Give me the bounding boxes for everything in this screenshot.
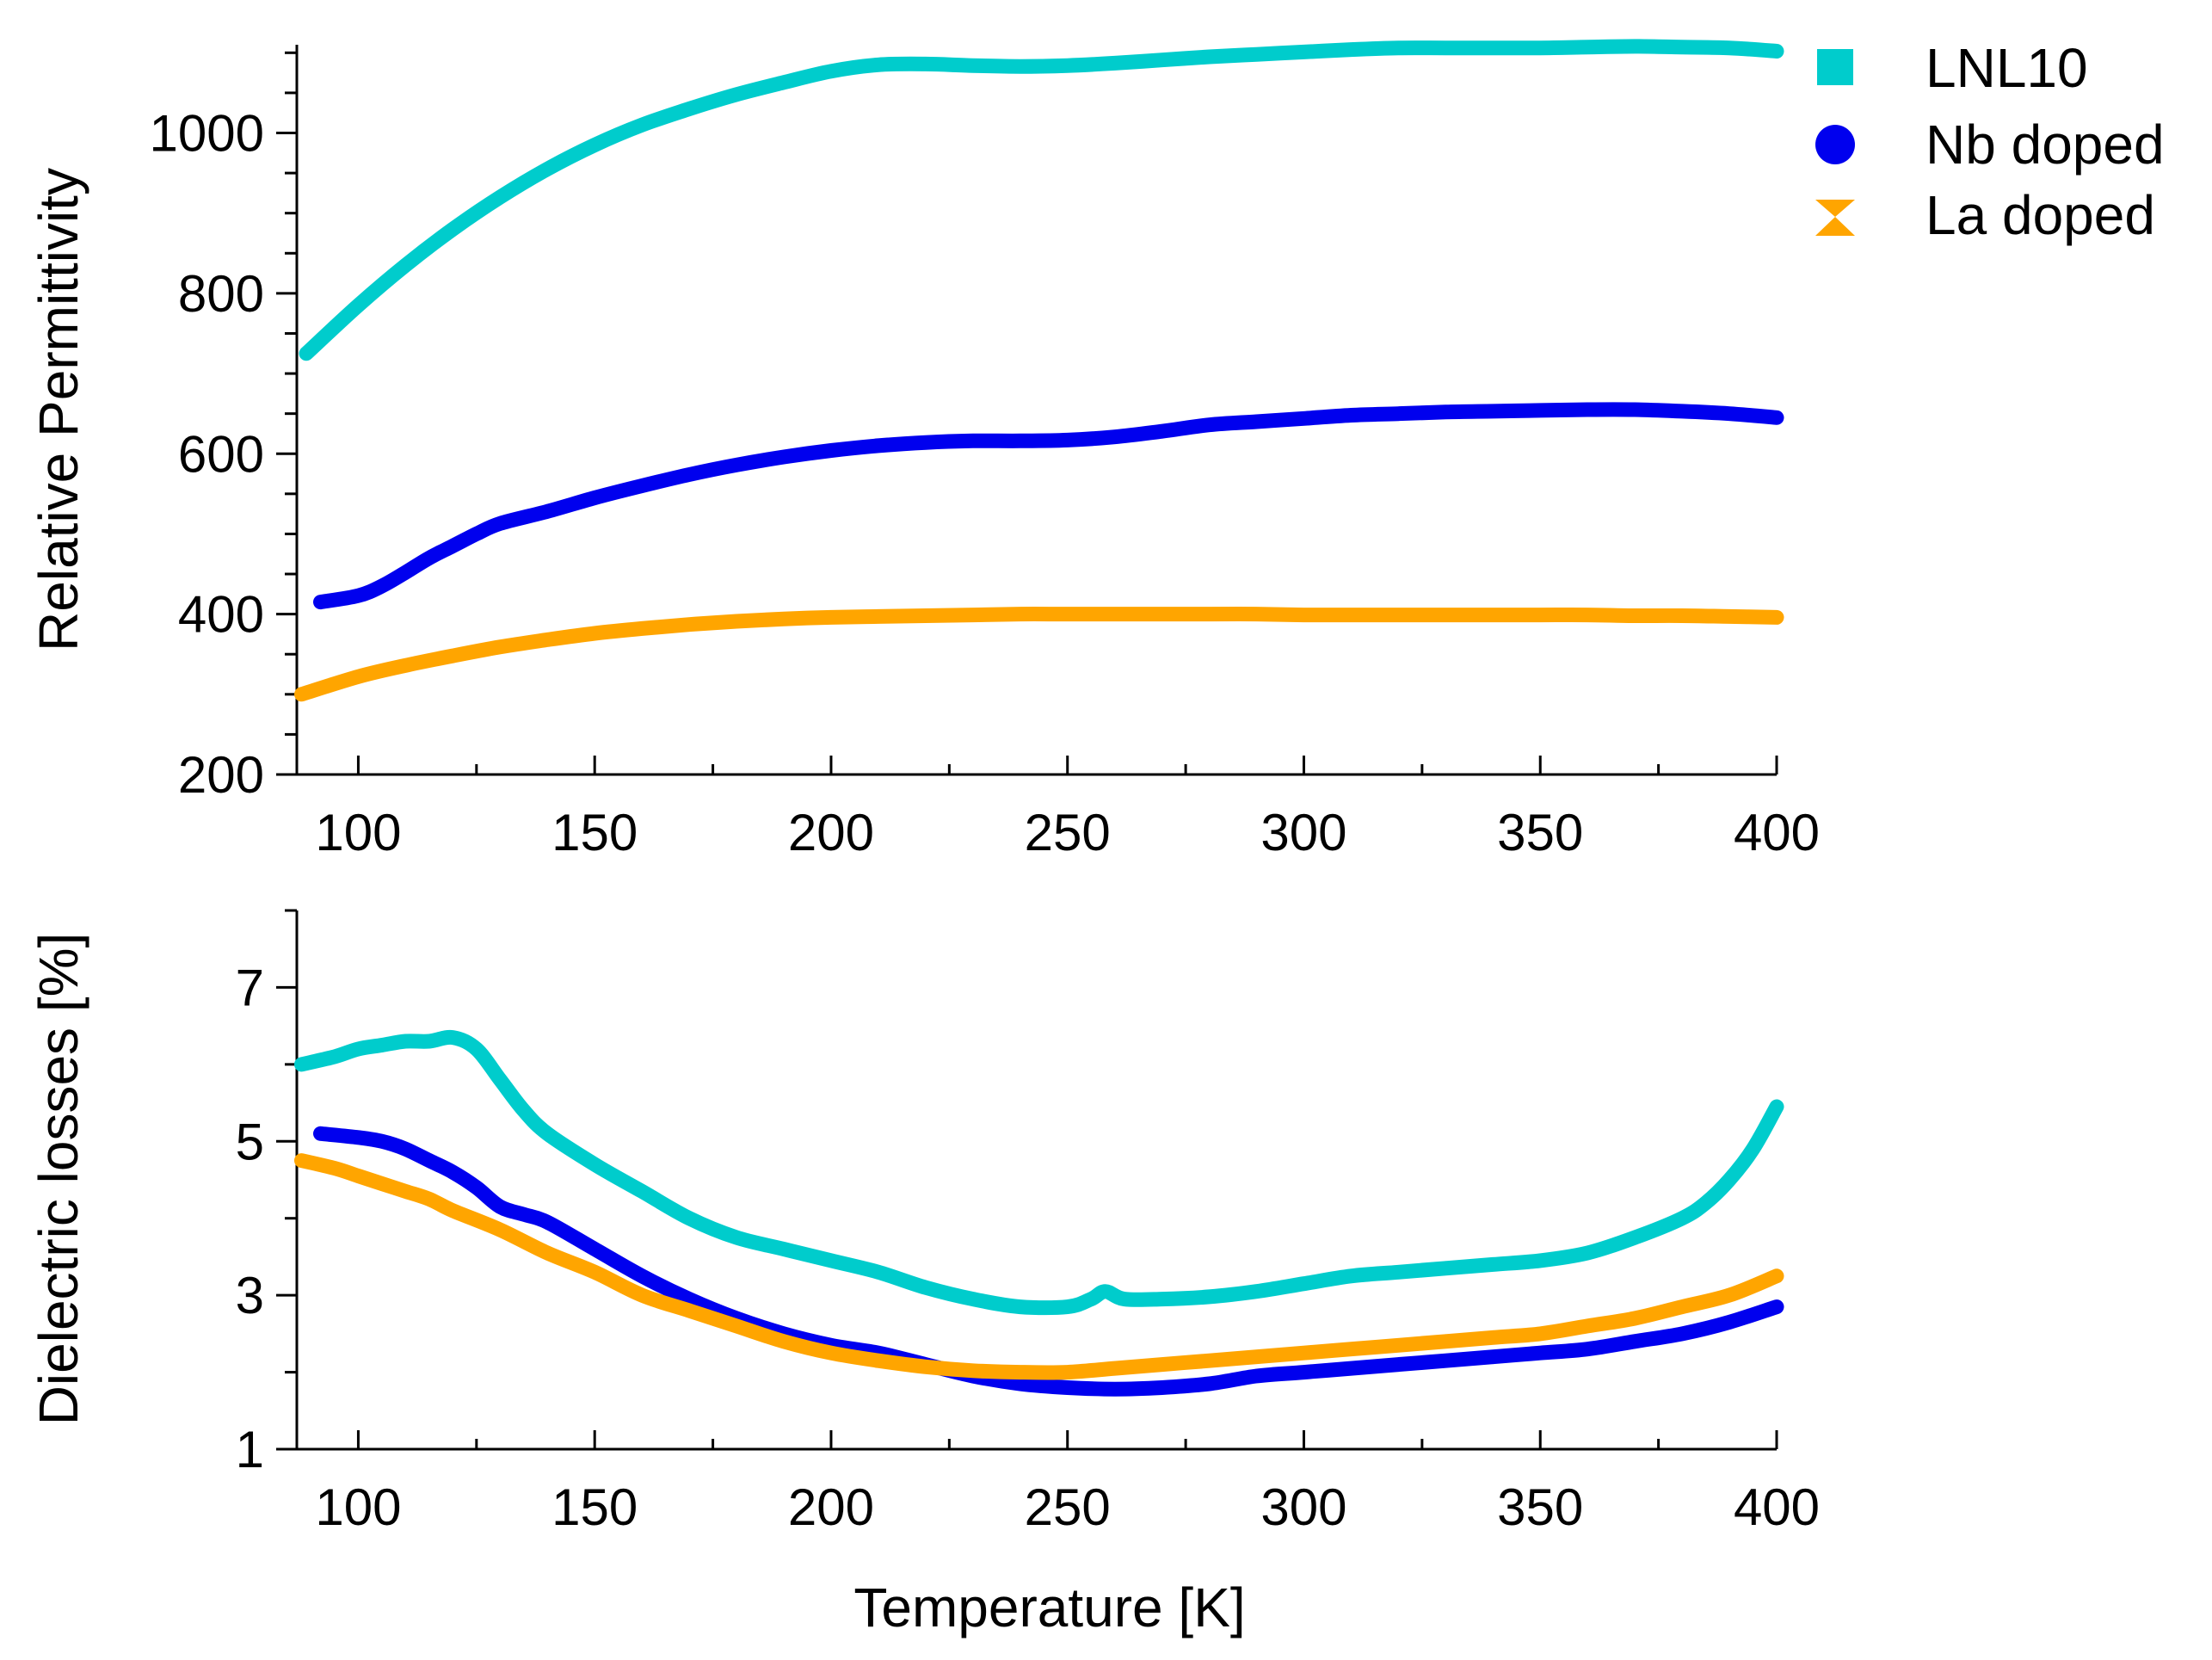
permittivity-series-la-doped [294, 607, 1784, 702]
permittivity-series [294, 39, 1784, 702]
losses-x-tick-label-100: 100 [315, 1478, 401, 1536]
permittivity-y-tick-label-800: 800 [178, 265, 264, 323]
losses-y-tick-label-5: 5 [236, 1113, 264, 1170]
legend: LNL10 Nb doped La doped [1815, 37, 2165, 246]
losses-panel: Dielectric losses [%] Temperature [K] 10… [28, 909, 1820, 1638]
losses-series-la-doped [294, 1153, 1784, 1380]
legend-marker-lnl10 [1817, 49, 1853, 85]
permittivity-y-tick-label-1000: 1000 [150, 105, 264, 163]
losses-x-tick-label-150: 150 [551, 1478, 638, 1536]
losses-series-lnl10 [294, 1029, 1784, 1316]
permittivity-x-tick-label-100: 100 [315, 804, 401, 861]
permittivity-series-nb-doped [313, 402, 1784, 610]
losses-y-tick-label-1: 1 [236, 1421, 264, 1478]
x-axis-title: Temperature [K] [853, 1577, 1245, 1638]
losses-y-axis-title: Dielectric losses [%] [28, 933, 89, 1426]
losses-x-tick-label-350: 350 [1497, 1478, 1583, 1536]
losses-x-tick-label-300: 300 [1260, 1478, 1346, 1536]
permittivity-x-tick-label-150: 150 [551, 804, 638, 861]
losses-x-tick-label-400: 400 [1734, 1478, 1820, 1536]
permittivity-x-tick-label-400: 400 [1734, 804, 1820, 861]
permittivity-y-tick-label-600: 600 [178, 425, 264, 483]
permittivity-x-tick-label-250: 250 [1025, 804, 1111, 861]
permittivity-y-tick-label-200: 200 [178, 746, 264, 804]
legend-marker-nb-doped [1815, 125, 1855, 164]
legend-label-lnl10: LNL10 [1925, 37, 2088, 99]
permittivity-series-lnl10 [299, 39, 1784, 361]
losses-x-tick-label-200: 200 [788, 1478, 874, 1536]
legend-label-nb-doped: Nb doped [1925, 114, 2165, 176]
losses-y-tick-label-7: 7 [236, 959, 264, 1016]
permittivity-panel: Relative Permittivity 100 150 200 250 300 350… [28, 39, 1820, 861]
legend-label-la-doped: La doped [1925, 184, 2155, 246]
permittivity-y-tick-label-400: 400 [178, 586, 264, 644]
permittivity-x-tick-label-200: 200 [788, 804, 874, 861]
legend-marker-la-doped [1815, 200, 1855, 236]
permittivity-ticks: 100 150 200 250 300 350 400 200 400 600 800 1000 [150, 51, 1820, 861]
losses-series [294, 1029, 1784, 1397]
permittivity-x-tick-label-350: 350 [1497, 804, 1583, 861]
losses-x-tick-label-250: 250 [1025, 1478, 1111, 1536]
losses-ticks: 100 150 200 250 300 350 400 1 3 5 7 [236, 909, 1820, 1536]
losses-y-tick-label-3: 3 [236, 1267, 264, 1324]
permittivity-y-axis-title: Relative Permittivity [28, 168, 89, 651]
permittivity-x-tick-label-300: 300 [1260, 804, 1346, 861]
